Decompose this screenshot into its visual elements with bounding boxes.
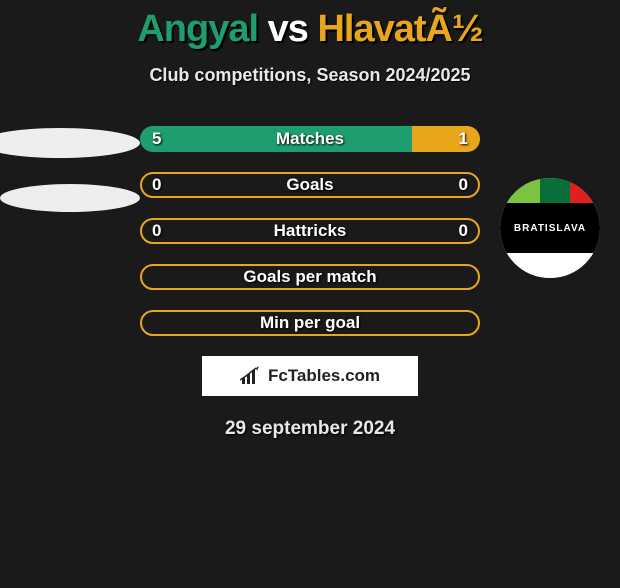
bar-label: Matches: [140, 129, 480, 149]
bar-left-value: 0: [152, 175, 161, 195]
brand-box: FcTables.com: [202, 356, 418, 396]
stat-bar: 5 1Matches: [140, 126, 480, 152]
bar-left-value: 0: [152, 221, 161, 241]
bar-right-value: 1: [459, 129, 468, 149]
bar-label: Hattricks: [140, 221, 480, 241]
subtitle: Club competitions, Season 2024/2025: [0, 65, 620, 86]
bar-right-value: 0: [459, 175, 468, 195]
club-badge-text: BRATISLAVA: [514, 223, 586, 234]
bar-left-value: 5: [152, 129, 161, 149]
stat-bar: 0 0Goals: [140, 172, 480, 198]
bar-label: Min per goal: [140, 313, 480, 333]
brand-chart-icon: [240, 366, 264, 386]
stat-bar: Goals per match: [140, 264, 480, 290]
date-text: 29 september 2024: [0, 418, 620, 440]
player2-club-badge: BRATISLAVA: [500, 178, 600, 278]
player1-club-placeholder: [0, 184, 140, 212]
stat-bars-container: 51Matches00Goals00HattricksGoals per mat…: [140, 126, 480, 336]
player1-name: Angyal: [137, 8, 258, 50]
bar-label: Goals: [140, 175, 480, 195]
comparison-title: Angyal vs HlavatÃ½: [0, 8, 620, 51]
brand-text: FcTables.com: [268, 366, 380, 386]
player2-name: HlavatÃ½: [317, 8, 482, 50]
bar-label: Goals per match: [140, 267, 480, 287]
player1-photo-placeholder: [0, 128, 140, 158]
bar-right-value: 0: [459, 221, 468, 241]
stat-bar: Min per goal: [140, 310, 480, 336]
vs-text: vs: [268, 8, 308, 50]
stat-bar: 0 0Hattricks: [140, 218, 480, 244]
